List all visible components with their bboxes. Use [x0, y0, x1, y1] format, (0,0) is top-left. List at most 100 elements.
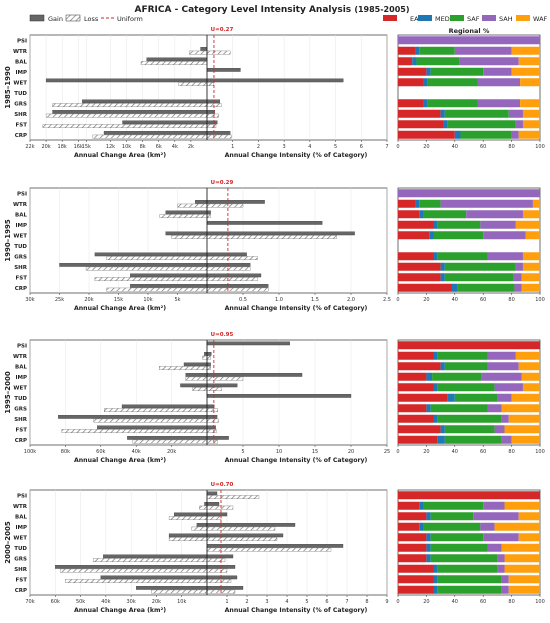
category-label: BAL — [15, 213, 27, 219]
gain-area-bar — [146, 57, 208, 62]
category-label: WTR — [13, 504, 28, 510]
loss-area-bar — [177, 203, 208, 208]
loss-intensity-bar — [206, 355, 211, 360]
area-tick-label: 16k — [74, 144, 83, 150]
loss-area-bar — [45, 113, 208, 118]
regional-segment — [444, 109, 509, 118]
loss-intensity-bar — [206, 266, 251, 271]
regional-segment — [444, 362, 488, 371]
regional-segment — [398, 554, 427, 563]
regional-segment — [426, 404, 431, 413]
regional-segment — [398, 351, 434, 360]
regional-segment — [473, 512, 519, 521]
area-tick-label: 20k — [84, 297, 93, 303]
regional-segment — [447, 393, 455, 402]
gain-area-bar — [97, 425, 208, 430]
category-label: GRS — [14, 557, 27, 563]
intensity-tick-label: 7 — [385, 144, 388, 150]
loss-intensity-bar — [206, 113, 219, 118]
loss-intensity-bar — [206, 277, 258, 282]
loss-area-bar — [168, 537, 208, 542]
area-axis-label: Annual Change Area (km²) — [74, 607, 166, 614]
regional-tick-label: 20 — [423, 449, 429, 455]
regional-segment — [432, 372, 482, 381]
regional-segment — [437, 564, 498, 573]
loss-area-bar — [168, 516, 208, 521]
category-label: PSI — [17, 494, 27, 500]
regional-segment — [494, 425, 505, 434]
uniform-label: U=0.29 — [211, 180, 234, 186]
regional-segment — [521, 283, 540, 292]
gain-intensity-bar — [206, 68, 241, 72]
category-label: TUD — [14, 396, 27, 402]
gain-area-bar — [52, 110, 208, 114]
regional-segment — [522, 109, 540, 118]
regional-segment — [504, 501, 540, 510]
regional-segment — [494, 383, 523, 392]
regional-segment — [430, 543, 488, 552]
uniform-label: U=0.95 — [211, 332, 234, 338]
area-axis-label: Annual Change Area (km²) — [74, 457, 166, 464]
loss-area-bar — [42, 124, 208, 128]
loss-area-bar — [60, 568, 208, 573]
regional-segment — [508, 575, 540, 584]
legend-waf-swatch — [516, 15, 530, 21]
gain-intensity-bar — [206, 99, 221, 104]
loss-intensity-bar — [206, 134, 232, 139]
gain-intensity-bar — [206, 351, 212, 356]
gain-intensity-bar — [206, 435, 229, 440]
loss-intensity-bar — [206, 124, 217, 128]
loss-area-bar — [151, 589, 208, 594]
regional-segment — [440, 262, 445, 271]
regional-segment — [511, 435, 540, 444]
gain-area-bar — [200, 47, 208, 51]
regional-frame — [397, 187, 541, 294]
gain-area-bar — [183, 362, 208, 367]
area-tick-label: 15k — [114, 297, 123, 303]
legend-saf-swatch — [450, 15, 464, 21]
legend-loss-label: Loss — [84, 15, 99, 23]
legend-gain-swatch — [29, 14, 45, 22]
category-label: WTR — [13, 202, 28, 208]
category-label: GRS — [14, 407, 27, 413]
regional-tick-label: 40 — [452, 449, 458, 455]
gain-intensity-bar — [206, 220, 323, 225]
plot-frame — [29, 489, 388, 596]
regional-segment — [398, 99, 424, 108]
regional-segment — [419, 199, 441, 208]
loss-intensity-bar — [206, 495, 260, 500]
loss-intensity-bar — [206, 429, 217, 434]
regional-segment — [433, 564, 438, 573]
intensity-tick-label: 6 — [360, 144, 363, 150]
category-label: TUD — [14, 244, 27, 250]
loss-area-bar — [106, 287, 208, 292]
intensity-tick-label: 25 — [384, 449, 390, 455]
category-label: FST — [16, 578, 28, 584]
regional-segment — [415, 46, 420, 55]
regional-segment — [426, 372, 433, 381]
regional-segment — [459, 57, 519, 66]
area-tick-label: 20k — [167, 449, 176, 455]
regional-tick-label: 60 — [480, 599, 486, 605]
area-tick-label: 2k — [188, 144, 194, 150]
intensity-tick-label: 1.0 — [275, 297, 283, 303]
intensity-tick-label: 5 — [305, 599, 308, 605]
intensity-tick-label: 4 — [308, 144, 311, 150]
loss-area-bar — [171, 235, 208, 239]
regional-segment — [497, 554, 505, 563]
loss-area-bar — [199, 505, 208, 510]
gain-intensity-bar — [206, 404, 215, 409]
regional-segment — [520, 78, 540, 87]
regional-segment — [520, 99, 540, 108]
regional-segment — [398, 341, 540, 350]
gain-intensity-bar — [206, 554, 234, 559]
regional-segment — [419, 522, 424, 531]
category-label: SHR — [14, 265, 28, 271]
gain-area-bar — [58, 414, 208, 419]
intensity-tick-label: 10 — [276, 449, 282, 455]
regional-segment — [423, 99, 428, 108]
regional-segment — [437, 383, 495, 392]
regional-segment — [440, 425, 445, 434]
plot-frame — [29, 187, 388, 294]
area-tick-label: 20k — [41, 144, 50, 150]
